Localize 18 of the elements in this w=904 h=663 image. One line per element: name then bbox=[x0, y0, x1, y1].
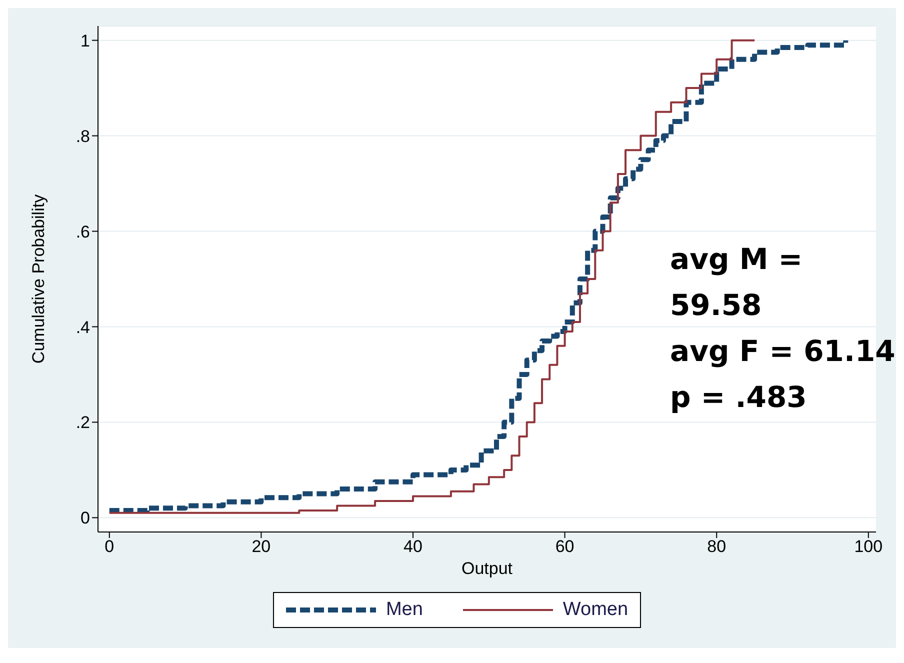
x-tick-label: 100 bbox=[854, 537, 883, 556]
annotation: avg F = 61.14 bbox=[670, 333, 896, 370]
x-axis-title: Output bbox=[461, 559, 513, 578]
y-tick-label: .8 bbox=[76, 126, 90, 146]
x-tick-label: 20 bbox=[252, 537, 271, 556]
y-tick-label: 1 bbox=[80, 31, 90, 50]
y-axis-title: Cumulative Probability bbox=[29, 194, 48, 364]
y-tick-label: .6 bbox=[76, 222, 90, 242]
y-tick-label: .2 bbox=[76, 413, 90, 432]
x-tick-label: 60 bbox=[555, 537, 574, 556]
y-tick-label: .4 bbox=[76, 318, 90, 337]
x-tick-label: 0 bbox=[104, 537, 114, 556]
annotation: p = .483 bbox=[670, 379, 808, 416]
legend-label: Men bbox=[386, 599, 423, 621]
x-tick-label: 40 bbox=[404, 537, 422, 556]
legend-label: Women bbox=[562, 599, 628, 621]
x-tick-label: 80 bbox=[707, 537, 726, 556]
y-tick-label: 0 bbox=[80, 508, 90, 528]
